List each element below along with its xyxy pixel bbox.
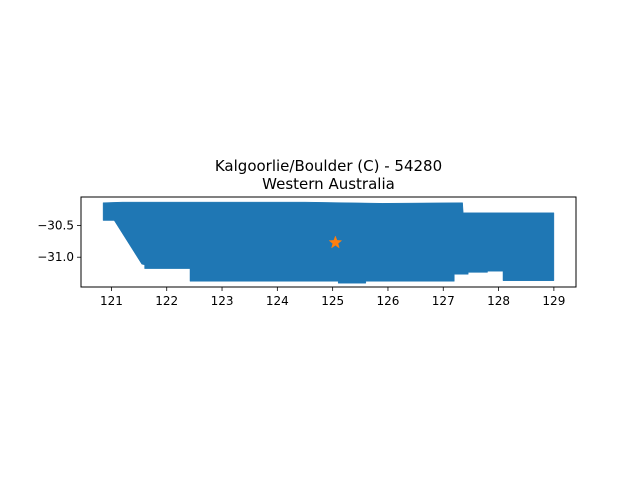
x-tick-label: 129 [542,294,565,308]
x-tick-label: 126 [377,294,400,308]
x-tick-label: 121 [100,294,123,308]
x-tick-label: 125 [321,294,344,308]
y-tick-label: −31.0 [37,250,74,264]
x-tick-label: 124 [266,294,289,308]
axes-frame [80,196,577,288]
location-star-marker [328,235,343,249]
map-subtitle: Western Australia [262,175,395,193]
y-tick-label: −30.5 [37,219,74,233]
map-title: Kalgoorlie/Boulder (C) - 54280 [214,157,443,175]
x-tick-label: 127 [432,294,455,308]
x-tick-label: 123 [211,294,234,308]
x-tick-label: 128 [487,294,510,308]
region-polygon [102,201,555,284]
plot-area [102,201,555,284]
x-tick-label: 122 [155,294,178,308]
axes: 121 122 123 124 125 126 127 128 129 −31.0 −30.5 [37,196,577,308]
